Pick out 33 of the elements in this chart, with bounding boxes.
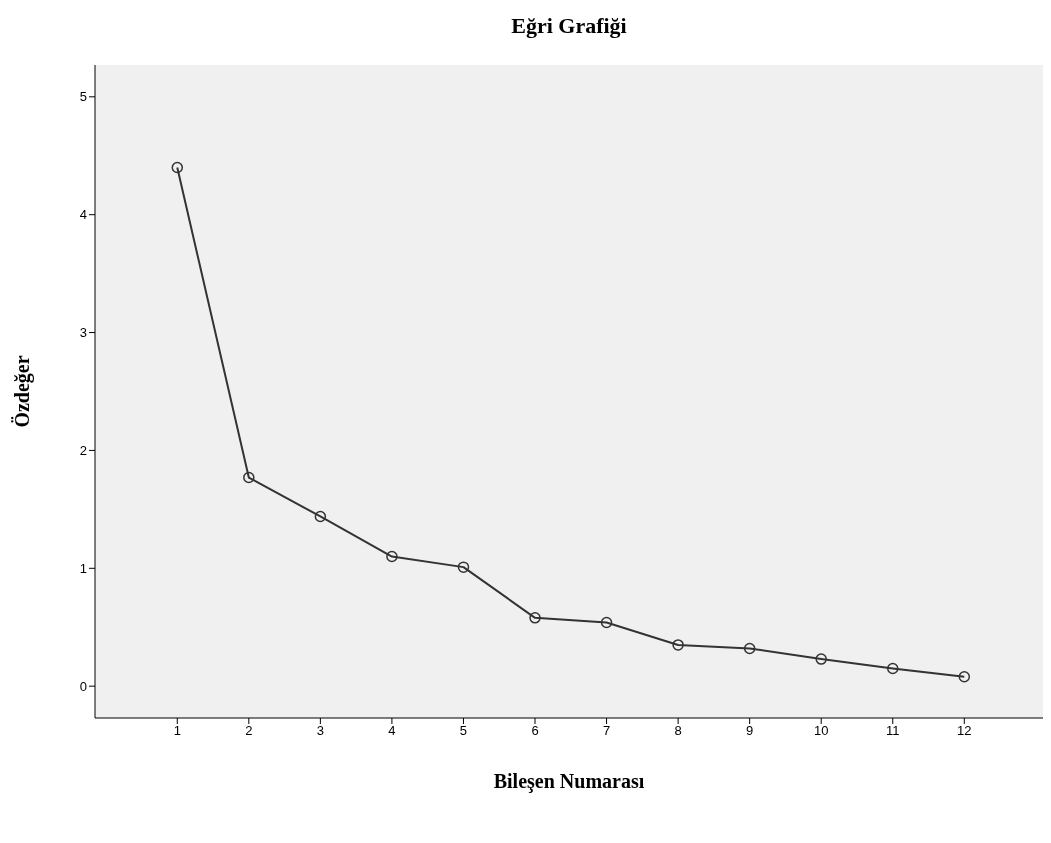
- point: [600, 616, 613, 629]
- x-tick-label: 11: [886, 723, 900, 739]
- point: [457, 561, 470, 573]
- x-tick-label: 1: [173, 723, 181, 739]
- x-tick-label: 8: [674, 723, 682, 739]
- x-tick-label: 5: [459, 723, 468, 739]
- y-tick-label: 1: [79, 560, 87, 576]
- point: [243, 471, 255, 484]
- x-tick-label: 12: [957, 723, 972, 739]
- point: [529, 612, 541, 624]
- point: [815, 653, 827, 665]
- y-tick-label: 0: [79, 678, 87, 694]
- y-tick-label: 2: [79, 443, 87, 459]
- x-axis-title: Bileşen Numarası: [493, 770, 645, 793]
- x-tick-label: 10: [813, 723, 829, 739]
- point: [314, 510, 327, 523]
- y-axis-title: Özdeğer: [11, 355, 35, 428]
- chart-title: Eğri Grafiği: [510, 12, 628, 40]
- x-tick-label: 2: [245, 723, 253, 739]
- y-tick-label: 5: [79, 89, 87, 105]
- x-tick-label: 9: [746, 723, 754, 739]
- point: [171, 161, 184, 174]
- x-tick-label: 4: [388, 723, 396, 739]
- x-tick-label: 3: [316, 723, 324, 739]
- point: [743, 642, 756, 655]
- point: [958, 671, 971, 683]
- point: [672, 639, 684, 651]
- point: [887, 662, 899, 675]
- point: [386, 550, 398, 563]
- x-tick-label: 6: [531, 723, 539, 739]
- y-tick-label: 3: [79, 325, 87, 341]
- y-tick-label: 4: [79, 207, 87, 223]
- x-tick-label: 7: [602, 723, 611, 739]
